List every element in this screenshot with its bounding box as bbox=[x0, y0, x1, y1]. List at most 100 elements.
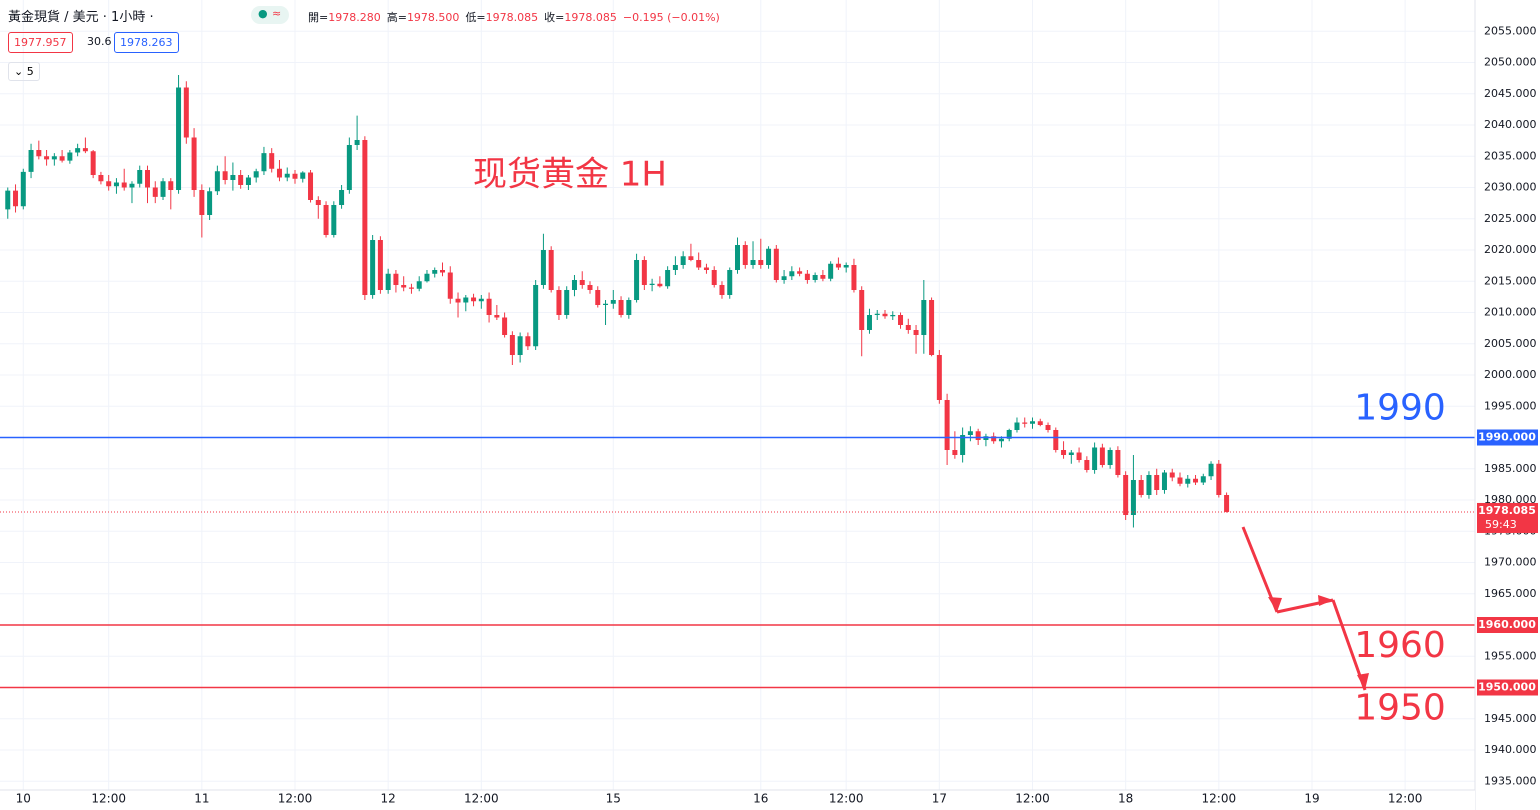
candle-body bbox=[610, 300, 616, 304]
candle-body bbox=[315, 200, 321, 205]
x-tick-label: 12:00 bbox=[1015, 792, 1050, 806]
candle-body bbox=[735, 245, 740, 270]
candle-body bbox=[680, 256, 686, 265]
level-label-box bbox=[1477, 617, 1538, 633]
candle-body bbox=[1061, 450, 1067, 455]
y-tick-label: 1970.000 bbox=[1484, 556, 1537, 569]
candle-body bbox=[703, 267, 709, 270]
symbol: 黃金現貨 / 美元 · 1小時 · bbox=[8, 6, 154, 25]
candle-body bbox=[657, 283, 663, 287]
arrow-head bbox=[1357, 673, 1369, 690]
price-axis bbox=[1475, 0, 1540, 810]
candle-body bbox=[1208, 463, 1214, 477]
candle-body bbox=[1068, 452, 1074, 455]
status-pill[interactable]: ● ≈ bbox=[251, 6, 289, 24]
y-tick-label: 2000.000 bbox=[1484, 368, 1537, 381]
candle-body bbox=[711, 270, 717, 285]
candle-body bbox=[890, 315, 896, 317]
candle-body bbox=[168, 181, 174, 190]
candle-body bbox=[843, 265, 849, 268]
y-tick-label: 1995.000 bbox=[1484, 399, 1537, 412]
candle-body bbox=[354, 140, 360, 145]
candle-body bbox=[346, 145, 352, 190]
candle-body bbox=[1200, 476, 1206, 483]
candle-body bbox=[766, 248, 772, 265]
ohlc-key: 高= bbox=[386, 11, 407, 24]
candle-body bbox=[1022, 422, 1028, 424]
y-tick-label: 2035.000 bbox=[1484, 149, 1537, 162]
candle-body bbox=[129, 183, 135, 188]
candle-body bbox=[471, 297, 477, 302]
x-tick-label: 18 bbox=[1118, 792, 1133, 806]
bid-button[interactable]: 1977.957 bbox=[8, 32, 73, 53]
candle-body bbox=[463, 297, 469, 303]
candle-body bbox=[742, 245, 748, 265]
candle-body bbox=[665, 270, 671, 287]
candle-body bbox=[1037, 421, 1043, 425]
y-tick-label: 1945.000 bbox=[1484, 712, 1537, 725]
candle-body bbox=[494, 315, 500, 318]
candle-body bbox=[5, 190, 11, 210]
y-tick-label: 1940.000 bbox=[1484, 743, 1537, 756]
indicator-toggle[interactable]: ⌄ 5 bbox=[8, 62, 40, 81]
candle-body bbox=[571, 280, 577, 290]
candle-body bbox=[292, 173, 298, 179]
candle-body bbox=[1006, 430, 1012, 439]
candle-body bbox=[59, 156, 65, 161]
candle-body bbox=[1154, 475, 1160, 490]
candle-body bbox=[921, 300, 927, 335]
candle-body bbox=[929, 300, 935, 355]
ask-button[interactable]: 1978.263 bbox=[114, 32, 179, 53]
candle-body bbox=[1084, 460, 1090, 470]
candle-body bbox=[1053, 430, 1059, 450]
y-tick-label: 2010.000 bbox=[1484, 306, 1537, 319]
ohlc-key: 開= bbox=[308, 11, 329, 24]
candle-body bbox=[261, 153, 267, 172]
candle-body bbox=[696, 260, 702, 268]
ohlc-value: 1978.280 bbox=[328, 11, 381, 24]
candle-body bbox=[393, 273, 399, 285]
x-tick-label: 12:00 bbox=[829, 792, 864, 806]
candle-body bbox=[207, 191, 213, 215]
candle-body bbox=[866, 315, 872, 330]
candle-body bbox=[1107, 450, 1113, 465]
x-tick-label: 12 bbox=[381, 792, 396, 806]
x-tick-label: 12:00 bbox=[1388, 792, 1423, 806]
candle-body bbox=[991, 436, 997, 442]
candle-body bbox=[238, 175, 244, 185]
candle-body bbox=[245, 177, 251, 185]
candle-body bbox=[618, 300, 624, 315]
candle-body bbox=[517, 336, 523, 355]
level-label: 1960.000 bbox=[1478, 618, 1536, 631]
candle-body bbox=[214, 171, 220, 192]
candle-body bbox=[377, 240, 383, 290]
candle-body bbox=[1030, 421, 1035, 424]
ohlc-key: 低= bbox=[465, 11, 486, 24]
candle-body bbox=[486, 298, 492, 315]
candle-body bbox=[121, 182, 127, 188]
candle-body bbox=[1224, 495, 1230, 512]
y-tick-label: 2055.000 bbox=[1484, 24, 1537, 37]
candle-body bbox=[595, 290, 601, 305]
candle-body bbox=[362, 140, 368, 295]
x-tick-label: 17 bbox=[932, 792, 947, 806]
candle-body bbox=[672, 265, 678, 270]
candle-body bbox=[432, 270, 438, 274]
y-tick-label: 1935.000 bbox=[1484, 774, 1537, 787]
candle-body bbox=[145, 170, 150, 188]
candle-body bbox=[300, 172, 306, 179]
annotation: 现货黄金 1H bbox=[473, 155, 667, 195]
change: −0.195 (−0.01%) bbox=[622, 11, 720, 24]
candle-body bbox=[1216, 463, 1222, 495]
candle-body bbox=[106, 181, 112, 187]
indicator-text: 5 bbox=[26, 65, 34, 78]
candle-body bbox=[1115, 450, 1121, 475]
candle-body bbox=[308, 172, 314, 200]
y-tick-label: 2005.000 bbox=[1484, 337, 1537, 350]
candle-body bbox=[113, 182, 119, 187]
spread: 30.6 bbox=[87, 35, 112, 48]
dot: ● bbox=[258, 7, 268, 20]
candle-body bbox=[688, 256, 694, 260]
